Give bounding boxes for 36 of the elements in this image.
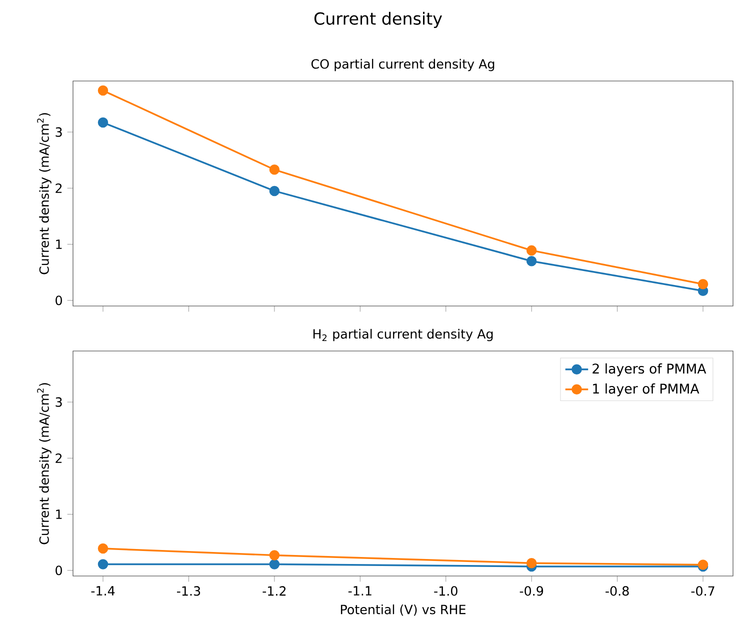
- point: [526, 558, 537, 568]
- x-tick-label: -0.7: [691, 586, 714, 596]
- y-axis-title: Current density (mA/cm$^{2}$): [37, 113, 52, 274]
- y-tick-label: 1: [56, 240, 62, 249]
- legend-label: 1 layer of PMMA: [593, 383, 700, 396]
- point: [98, 117, 108, 128]
- x-tick-label: -1.2: [262, 586, 286, 596]
- y-tick-label: 3: [56, 397, 62, 407]
- legend-label: 2 layers of PMMA: [592, 363, 706, 376]
- chart-subtitle: H$_{2}$ partial current density Ag: [313, 328, 493, 342]
- x-tick-label: -1.3: [176, 586, 200, 596]
- x-axis-title: Potential (V) vs RHE: [340, 604, 466, 616]
- y-tick-label: 1: [56, 510, 62, 519]
- point: [269, 550, 280, 560]
- x-tick-label: -0.8: [606, 586, 629, 596]
- point: [269, 186, 280, 196]
- chart-subtitle: CO partial current density Ag: [311, 58, 494, 72]
- point: [98, 543, 108, 554]
- point: [698, 278, 708, 290]
- point: [526, 256, 537, 266]
- point: [269, 164, 280, 175]
- y-tick-label: 0: [56, 296, 62, 306]
- chart-title: Current density: [314, 12, 442, 28]
- x-tick-label: -1.1: [348, 586, 372, 596]
- x-tick-label: -1.4: [91, 586, 115, 596]
- point: [526, 245, 537, 256]
- x-tick-label: -1.0: [434, 586, 458, 596]
- y-tick-label: 2: [56, 453, 62, 463]
- y-tick-label: 2: [56, 183, 62, 193]
- y-tick-label: 3: [56, 127, 62, 137]
- point: [98, 559, 108, 570]
- y-axis-title: Current density (mA/cm$^{2}$): [37, 383, 52, 544]
- point: [269, 559, 280, 570]
- x-tick-label: -0.9: [520, 586, 544, 596]
- y-tick-label: 0: [56, 566, 62, 576]
- point: [98, 85, 108, 96]
